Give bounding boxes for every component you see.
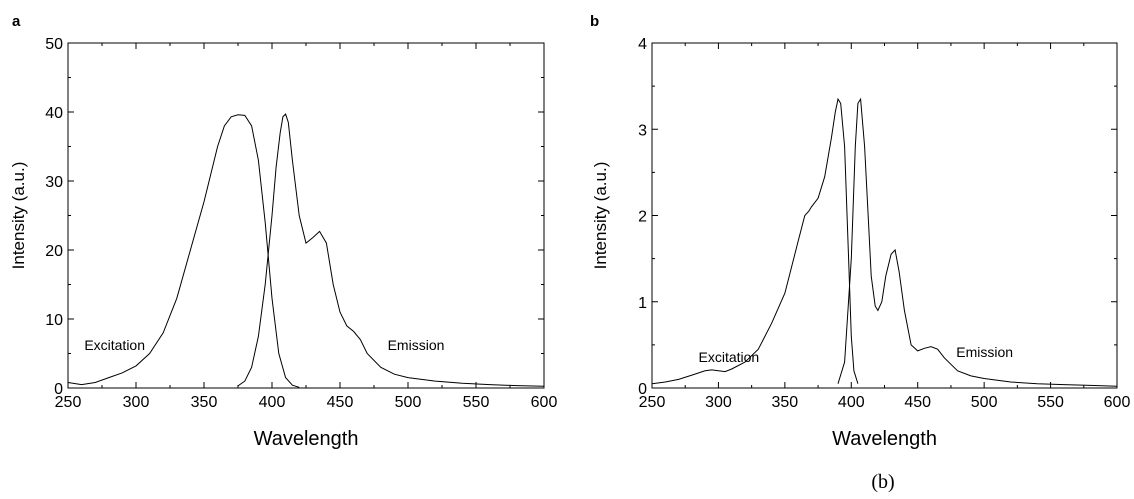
y-tick-label: 3 [638,122,647,139]
x-tick-label: 400 [259,394,286,411]
excitation-curve [67,114,300,388]
x-tick-label: 350 [772,394,799,411]
y-tick-label: 0 [54,381,63,398]
x-tick-label: 450 [327,394,354,411]
emission-curve [837,97,1118,387]
figure-caption: (b) [871,471,894,493]
plot-frame [651,42,1118,389]
y-tick-label: 30 [45,174,63,191]
x-tick-label: 550 [1037,394,1064,411]
panel-letter: b [590,13,599,30]
emission-label: Emission [956,344,1013,360]
y-tick-label: 4 [638,36,647,53]
y-tick-label: 50 [45,36,63,53]
x-tick-label: 600 [1104,394,1131,411]
y-tick-label: 1 [638,295,647,312]
excitation-curve [651,97,859,385]
y-axis-title: Intensity (a.u.) [9,162,28,270]
panel-a: a 250 300 350 400 450 500 550 600 0 10 20 30 40 50 Wave… [9,13,557,450]
x-tick-label: 400 [838,394,865,411]
x-tick-label: 350 [191,394,218,411]
x-tick-label: 250 [55,394,82,411]
excitation-label: Excitation [84,337,145,353]
panel-b: b 250 300 350 400 450 500 550 600 0 1 2 3 4 Wavelength… [590,13,1130,450]
y-axis-title: Intensity (a.u.) [591,162,610,270]
panel-letter: a [12,13,21,30]
x-tick-label: 300 [705,394,732,411]
emission-label: Emission [388,337,445,353]
x-axis-title: Wavelength [254,428,359,450]
x-tick-label: 500 [971,394,998,411]
y-tick-label: 10 [45,312,63,329]
x-axis-title: Wavelength [832,428,937,450]
emission-curve [237,113,545,387]
y-tick-label: 0 [638,381,647,398]
x-tick-label: 550 [463,394,490,411]
x-tick-label: 500 [395,394,422,411]
y-tick-label: 40 [45,105,63,122]
excitation-label: Excitation [699,349,760,365]
y-tick-label: 20 [45,243,63,260]
x-tick-label: 450 [904,394,931,411]
x-tick-label: 600 [531,394,558,411]
x-tick-label: 250 [639,394,666,411]
x-tick-label: 300 [123,394,150,411]
y-tick-label: 2 [638,209,647,226]
